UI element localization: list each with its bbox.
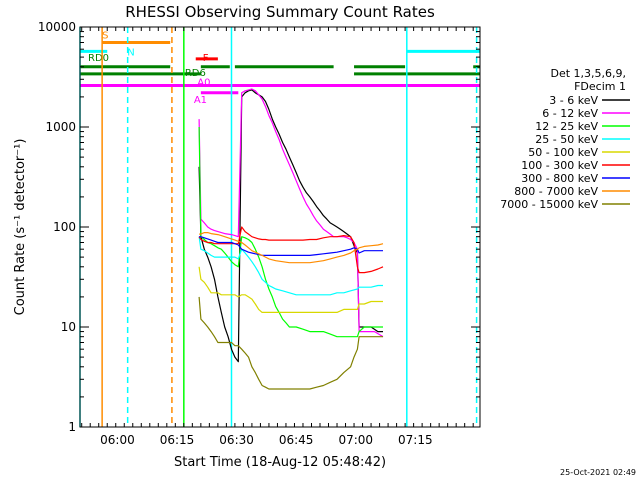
legend-entry-label: 800 - 7000 keV — [514, 185, 598, 198]
series-line-1 — [198, 89, 383, 363]
series-line-3 — [198, 126, 383, 338]
legend-entry-label: 25 - 50 keV — [535, 133, 598, 146]
flag-label-n: N — [127, 47, 134, 58]
y-tick-label: 100 — [53, 220, 76, 234]
series-line-9 — [198, 296, 383, 390]
flag-label-f: F — [203, 53, 209, 64]
series-line-5 — [198, 266, 383, 313]
flag-label-s: S — [102, 30, 108, 41]
x-tick-label: 06:15 — [160, 433, 195, 447]
series-line-7 — [199, 236, 383, 256]
x-tick-label: 06:30 — [219, 433, 254, 447]
legend-entry-label: 6 - 12 keV — [542, 107, 598, 120]
x-tick-label: 07:15 — [398, 433, 433, 447]
series-line-6 — [198, 226, 384, 274]
flag-label-rd0: RD0 — [88, 53, 109, 64]
x-tick-label: 06:45 — [279, 433, 314, 447]
y-axis-label: Count Rate (s⁻¹ detector⁻¹) — [13, 139, 28, 316]
legend-entry-label: 300 - 800 keV — [521, 172, 598, 185]
y-axis-ticks: 1 10 100 1000 10000 — [38, 20, 480, 434]
legend-entry-label: 3 - 6 keV — [549, 94, 598, 107]
legend-header-line: FDecim 1 — [574, 80, 626, 93]
generation-timestamp: 25-Oct-2021 02:49 — [560, 468, 636, 477]
x-tick-label: 07:00 — [338, 433, 373, 447]
flag-label-a0: A0 — [197, 78, 210, 89]
legend-entry-label: 50 - 100 keV — [528, 146, 598, 159]
legend-entry-label: 7000 - 15000 keV — [500, 198, 598, 211]
legend-header-line: Det 1,3,5,6,9, — [550, 67, 626, 80]
series-line-4 — [198, 236, 383, 296]
flag-label-rd6: RD6 — [185, 68, 206, 79]
legend-entry-label: 12 - 25 keV — [535, 120, 598, 133]
legend-entry-label: 100 - 300 keV — [521, 159, 598, 172]
x-axis-label: Start Time (18-Aug-12 05:48:42) — [174, 455, 386, 470]
series-lines — [198, 88, 384, 390]
series-line-2 — [198, 88, 384, 338]
y-tick-label: 1000 — [45, 120, 76, 134]
y-tick-label: 10000 — [38, 20, 76, 34]
x-tick-label: 06:00 — [100, 433, 135, 447]
flag-label-a1: A1 — [194, 95, 207, 106]
series-line-8 — [199, 232, 384, 264]
chart-title: RHESSI Observing Summary Count Rates — [125, 3, 435, 21]
y-tick-label: 10 — [61, 320, 76, 334]
y-tick-label: 1 — [68, 420, 76, 434]
x-axis-ticks: 06:00 06:15 06:30 06:45 07:00 07:15 — [81, 27, 474, 447]
